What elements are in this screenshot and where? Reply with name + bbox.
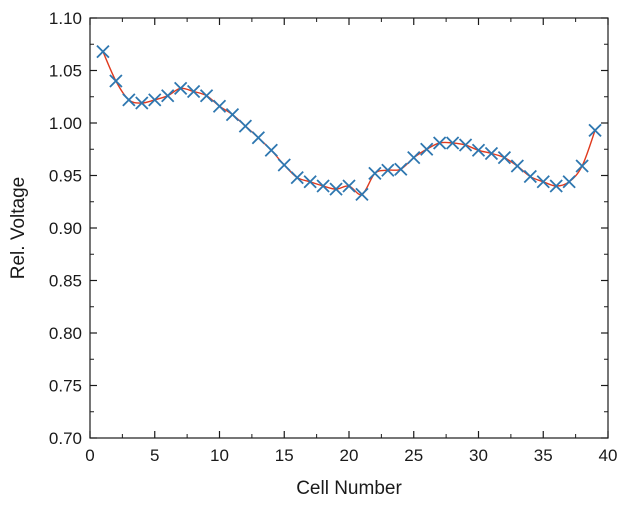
data-point	[199, 89, 214, 103]
data-point	[290, 170, 304, 185]
data-point	[549, 179, 563, 193]
data-point	[433, 136, 447, 150]
data-point	[277, 158, 291, 172]
data-point	[471, 143, 486, 157]
data-markers	[96, 44, 602, 202]
data-point	[135, 96, 149, 110]
data-point	[316, 179, 330, 193]
data-point	[303, 175, 317, 189]
plot-frame	[89, 17, 609, 439]
data-point	[329, 182, 343, 196]
data-point	[394, 162, 408, 176]
data-point	[458, 138, 473, 152]
y-tick-label: 1.05	[49, 62, 82, 81]
data-point	[251, 131, 265, 145]
tick-labels: 0 5 10 15 20 25 30 35 40 0.70 0.75 0.80 0.85 0.90 0.95…	[49, 9, 618, 465]
y-tick-label: 0.85	[49, 272, 82, 291]
data-point	[445, 136, 460, 150]
data-point	[161, 89, 175, 103]
x-tick-label: 35	[534, 446, 553, 465]
x-tick-label: 25	[404, 446, 423, 465]
x-tick-label: 20	[340, 446, 359, 465]
data-point	[536, 175, 550, 189]
data-point	[264, 143, 278, 157]
y-tick-label: 0.90	[49, 219, 82, 238]
y-tick-label: 0.95	[49, 167, 82, 186]
axis-ticks	[89, 17, 609, 439]
data-point	[562, 175, 576, 189]
data-point	[407, 151, 421, 165]
data-point	[174, 81, 188, 95]
x-tick-label: 15	[275, 446, 294, 465]
y-tick-label: 0.70	[49, 429, 82, 448]
data-point	[109, 74, 123, 88]
data-point	[238, 119, 253, 133]
data-point	[484, 146, 499, 161]
x-tick-label: 30	[469, 446, 488, 465]
data-point	[148, 93, 162, 107]
y-axis-title: Rel. Voltage	[8, 177, 29, 279]
x-tick-label: 0	[85, 446, 94, 465]
data-point	[225, 107, 240, 122]
data-point	[381, 163, 395, 177]
data-point	[96, 44, 110, 59]
data-point	[420, 142, 434, 156]
x-tick-label: 5	[150, 446, 159, 465]
y-tick-label: 0.75	[49, 377, 82, 396]
y-tick-label: 1.00	[49, 114, 82, 133]
data-point	[497, 151, 512, 165]
data-point	[212, 99, 227, 113]
data-point	[342, 179, 356, 193]
data-point	[122, 93, 136, 107]
y-tick-label: 1.10	[49, 9, 82, 28]
data-point	[523, 169, 537, 184]
data-point	[355, 187, 369, 202]
data-point	[186, 84, 201, 99]
x-tick-label: 40	[599, 446, 618, 465]
x-axis-title: Cell Number	[296, 478, 402, 499]
x-tick-label: 10	[210, 446, 229, 465]
fit-line	[102, 51, 596, 196]
data-point	[510, 159, 524, 173]
data-point	[588, 123, 602, 137]
data-point	[575, 159, 589, 173]
data-point	[368, 166, 382, 181]
y-tick-label: 0.80	[49, 324, 82, 343]
